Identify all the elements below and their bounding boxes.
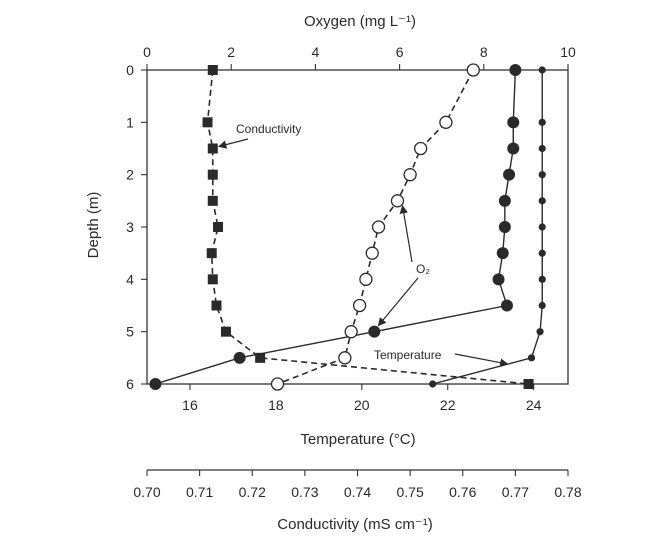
conductivity-point	[207, 143, 218, 154]
o-open-point	[439, 115, 453, 129]
conductivity-tick-label: 0.76	[449, 484, 476, 500]
o-open-point	[359, 272, 373, 286]
conductivity-point	[207, 169, 218, 180]
o-open-point	[413, 141, 428, 156]
annotation-arrow-temperature	[454, 353, 509, 367]
conductivity-tick-label: 0.75	[397, 484, 424, 500]
o-open-point	[352, 298, 367, 313]
conductivity-point	[207, 195, 218, 206]
conductivity-point	[523, 379, 534, 389]
conductivity-point	[211, 300, 222, 311]
o-filled-point	[509, 64, 522, 76]
depth-tick-label: 5	[126, 324, 134, 340]
depth-tick-label: 1	[126, 114, 134, 130]
oxygen-axis-title: Oxygen (mg L⁻¹)	[304, 13, 416, 30]
oxygen-tick-label: 0	[143, 44, 151, 60]
o-open-point	[344, 325, 358, 339]
oxygen-tick-label: 2	[227, 44, 235, 60]
depth-tick-label: 0	[126, 62, 134, 78]
temperature-line	[432, 70, 543, 385]
temperature-point	[429, 380, 437, 388]
temperature-point	[538, 171, 546, 179]
annotation-arrow-conductivity	[217, 138, 249, 149]
annotation-arrows	[217, 138, 509, 367]
o-filled-point	[500, 299, 513, 312]
conductivity-tick-label: 0.77	[502, 484, 529, 500]
conductivity-point	[207, 65, 218, 75]
o-open-point	[338, 351, 352, 365]
conductivity-axis-title: Conductivity (mS cm⁻¹)	[277, 516, 432, 533]
conductivity-line	[206, 69, 529, 385]
temperature-point	[538, 301, 546, 310]
temperature-axis-title: Temperature (°C)	[300, 431, 415, 448]
o-filled-point	[498, 221, 511, 233]
temperature-tick-label: 24	[526, 397, 542, 413]
conductivity-tick-label: 0.73	[291, 484, 318, 500]
temperature-point	[538, 197, 546, 205]
conductivity-point	[206, 248, 217, 259]
annotation-temperature: Temperature	[374, 348, 442, 362]
conductivity-tick-label: 0.70	[133, 484, 160, 500]
o-filled-line	[155, 69, 517, 385]
temperature-tick-label: 18	[268, 397, 284, 413]
oxygen-tick-label: 6	[396, 44, 404, 60]
o-open-point	[365, 246, 379, 260]
conductivity-tick-label: 0.74	[344, 484, 371, 500]
conductivity-point	[255, 352, 266, 363]
o-filled-point	[492, 273, 505, 286]
temperature-point	[538, 223, 546, 231]
conductivity-tick-label: 0.78	[554, 484, 581, 500]
conductivity-point	[213, 222, 224, 232]
o-filled-point	[498, 194, 511, 207]
oxygen-tick-label: 8	[480, 44, 488, 60]
annotation-conductivity: Conductivity	[236, 122, 301, 136]
o-filled-point	[507, 116, 520, 129]
temperature-tick-label: 22	[440, 397, 456, 413]
o-filled-point	[507, 142, 520, 155]
temperature-point	[527, 354, 536, 362]
temperature-tick-label: 20	[354, 397, 370, 413]
o-filled-point	[233, 351, 246, 364]
o-filled-point	[503, 168, 516, 181]
temperature-point	[538, 66, 546, 74]
series-markers	[149, 63, 546, 391]
depth-axis-title: Depth (m)	[85, 192, 102, 259]
o-open-point	[371, 220, 386, 234]
conductivity-tick-label: 0.71	[186, 484, 213, 500]
temperature-point	[538, 249, 546, 257]
annotation-arrow-oxygen-open	[399, 205, 413, 263]
temperature-point	[538, 118, 546, 126]
oxygen-tick-label: 4	[312, 44, 320, 60]
depth-tick-label: 3	[126, 219, 134, 235]
o-filled-point	[368, 325, 381, 338]
conductivity-tick-label: 0.72	[239, 484, 266, 500]
temperature-point	[538, 275, 546, 283]
o-filled-point	[496, 247, 509, 260]
temperature-point	[538, 144, 546, 153]
depth-tick-label: 2	[126, 167, 134, 183]
depth-tick-label: 4	[126, 271, 134, 287]
annotation-oxygen: O₂	[416, 262, 430, 276]
temperature-tick-label: 16	[182, 397, 198, 413]
o-open-point	[403, 168, 417, 182]
o-filled-point	[149, 378, 162, 390]
conductivity-point	[202, 117, 213, 128]
annotation-arrow-oxygen-filled	[377, 277, 419, 327]
oxygen-tick-label: 10	[560, 44, 576, 60]
o-open-point	[390, 194, 405, 208]
depth-tick-label: 6	[126, 376, 134, 392]
o-open-point	[270, 377, 285, 391]
conductivity-point	[220, 326, 231, 337]
temperature-point	[536, 328, 544, 336]
conductivity-point	[207, 274, 218, 285]
o-open-point	[466, 63, 480, 77]
